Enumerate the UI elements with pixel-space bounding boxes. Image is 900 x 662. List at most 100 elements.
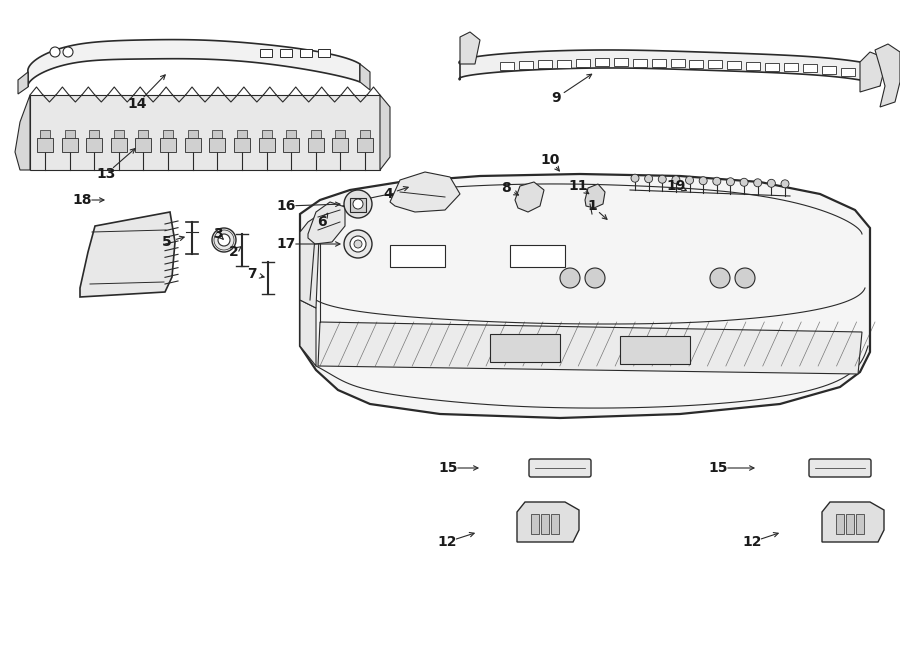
Circle shape: [50, 47, 60, 57]
Polygon shape: [300, 300, 316, 366]
Bar: [822, 66, 836, 74]
Bar: [708, 60, 723, 68]
Text: 12: 12: [742, 535, 761, 549]
Text: 15: 15: [708, 461, 728, 475]
Circle shape: [726, 178, 734, 186]
Polygon shape: [300, 174, 870, 418]
Text: 9: 9: [551, 91, 561, 105]
Text: 6: 6: [317, 215, 327, 229]
Text: 5: 5: [162, 235, 172, 249]
Bar: [803, 64, 817, 72]
Bar: [61, 138, 77, 152]
Bar: [557, 60, 571, 68]
Circle shape: [344, 190, 372, 218]
Bar: [40, 130, 50, 138]
Bar: [350, 198, 366, 212]
Text: 19: 19: [666, 179, 686, 193]
Text: 1: 1: [587, 199, 597, 213]
Polygon shape: [28, 40, 360, 87]
Bar: [284, 138, 299, 152]
Bar: [860, 70, 874, 78]
Circle shape: [344, 230, 372, 258]
Circle shape: [63, 47, 73, 57]
Bar: [160, 138, 176, 152]
Bar: [595, 58, 608, 66]
Bar: [500, 62, 514, 70]
FancyBboxPatch shape: [809, 459, 871, 477]
Circle shape: [710, 268, 730, 288]
Circle shape: [353, 199, 363, 209]
Bar: [212, 130, 222, 138]
Bar: [310, 130, 320, 138]
Text: 17: 17: [276, 237, 296, 251]
Polygon shape: [585, 184, 605, 208]
Bar: [842, 68, 855, 76]
Bar: [139, 130, 148, 138]
Bar: [652, 59, 666, 67]
Polygon shape: [517, 502, 579, 542]
Polygon shape: [460, 32, 480, 64]
Bar: [551, 514, 559, 534]
Polygon shape: [308, 202, 345, 244]
Bar: [184, 138, 201, 152]
Bar: [258, 138, 274, 152]
Bar: [336, 130, 346, 138]
Bar: [538, 60, 552, 68]
Circle shape: [212, 228, 236, 252]
Bar: [490, 334, 560, 362]
Bar: [765, 63, 779, 71]
Bar: [836, 514, 844, 534]
Bar: [89, 130, 99, 138]
Polygon shape: [380, 95, 390, 170]
Circle shape: [768, 179, 776, 187]
Polygon shape: [318, 322, 862, 374]
Text: 18: 18: [72, 193, 92, 207]
Circle shape: [644, 175, 652, 183]
Circle shape: [713, 177, 721, 185]
Bar: [576, 59, 590, 67]
Bar: [633, 59, 646, 67]
Polygon shape: [459, 50, 880, 86]
Bar: [856, 514, 864, 534]
Polygon shape: [860, 52, 885, 92]
Bar: [30, 95, 380, 170]
Circle shape: [699, 177, 707, 185]
Text: 13: 13: [96, 167, 116, 181]
Text: 3: 3: [213, 227, 223, 241]
Text: 2: 2: [230, 245, 238, 259]
Bar: [163, 130, 173, 138]
Bar: [670, 60, 685, 68]
Bar: [237, 130, 247, 138]
Text: 4: 4: [383, 187, 393, 201]
Bar: [262, 130, 272, 138]
Polygon shape: [18, 72, 28, 94]
Polygon shape: [390, 172, 460, 212]
Circle shape: [781, 180, 789, 188]
Bar: [689, 60, 704, 68]
Bar: [111, 138, 127, 152]
Text: 14: 14: [127, 97, 147, 111]
Polygon shape: [15, 95, 30, 170]
Polygon shape: [822, 502, 884, 542]
Bar: [531, 514, 539, 534]
Text: 11: 11: [568, 179, 588, 193]
Bar: [65, 130, 75, 138]
Bar: [360, 130, 370, 138]
Bar: [746, 62, 760, 70]
Text: 10: 10: [540, 153, 560, 167]
Bar: [357, 138, 373, 152]
Bar: [308, 138, 324, 152]
Circle shape: [631, 174, 639, 182]
Polygon shape: [875, 44, 900, 107]
Bar: [510, 245, 565, 267]
Circle shape: [686, 176, 694, 184]
FancyBboxPatch shape: [529, 459, 591, 477]
Bar: [210, 138, 225, 152]
Bar: [286, 130, 296, 138]
Text: 15: 15: [438, 461, 458, 475]
Circle shape: [585, 268, 605, 288]
Circle shape: [350, 236, 366, 252]
Bar: [614, 58, 627, 66]
Text: 12: 12: [437, 535, 456, 549]
Circle shape: [218, 234, 230, 246]
